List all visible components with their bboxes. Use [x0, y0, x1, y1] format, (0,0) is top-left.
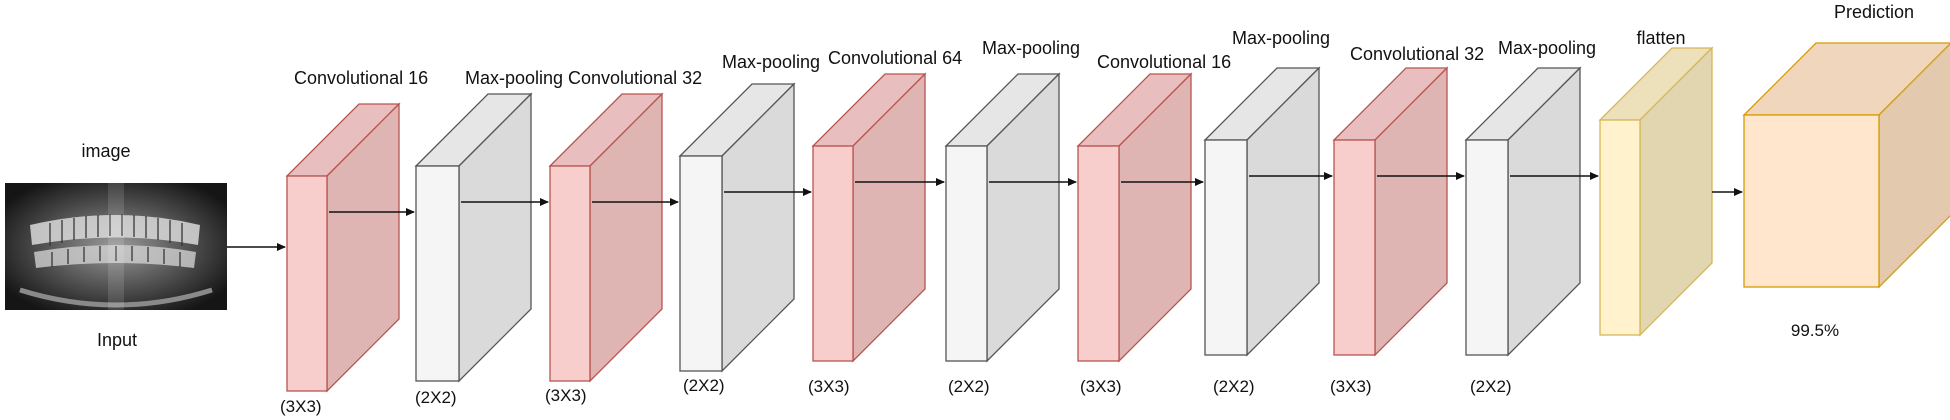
pool-layer-4-kernel: (2X2)	[683, 376, 725, 395]
pool-layer-10-front-face	[1465, 139, 1509, 356]
pool-layer-4	[678, 82, 796, 373]
prediction-output-front-face	[1743, 114, 1880, 288]
pool-layer-4-label: Max-pooling	[722, 52, 820, 72]
conv-layer-3	[548, 92, 664, 383]
conv-layer-3-label: Convolutional 32	[568, 68, 702, 88]
conv-layer-9-kernel: (3X3)	[1330, 377, 1372, 396]
conv-layer-1-front-face	[286, 175, 328, 392]
conv-layer-9	[1332, 66, 1449, 357]
conv-layer-9-front-face	[1333, 139, 1376, 356]
conv-layer-5-label: Convolutional 64	[828, 48, 962, 68]
pool-layer-10	[1464, 66, 1582, 357]
input-caption: Input	[97, 330, 137, 350]
flatten-layer	[1598, 46, 1714, 337]
input-image-title: image	[81, 141, 130, 161]
pool-layer-2-front-face	[415, 165, 460, 382]
conv-layer-1-label: Convolutional 16	[294, 68, 428, 88]
conv-layer-7-kernel: (3X3)	[1080, 377, 1122, 396]
flatten-label: flatten	[1636, 28, 1685, 48]
pool-layer-4-front-face	[679, 155, 723, 372]
conv-layer-1-kernel: (3X3)	[280, 397, 322, 416]
conv-layer-5	[811, 72, 927, 363]
conv-layer-7	[1076, 72, 1193, 363]
pool-layer-8-kernel: (2X2)	[1213, 377, 1255, 396]
connection-arrows	[227, 172, 1743, 251]
conv-layer-3-front-face	[549, 165, 591, 382]
conv-layer-5-kernel: (3X3)	[808, 377, 850, 396]
pool-layer-8-front-face	[1204, 139, 1248, 356]
conv-layer-3-kernel: (3X3)	[545, 386, 587, 405]
layer-stack: Convolutional 16 (3X3) Max-pooling (2X2) Con…	[280, 2, 1950, 416]
pool-layer-6-label: Max-pooling	[982, 38, 1080, 58]
conv-layer-9-label: Convolutional 32	[1350, 44, 1484, 64]
pool-layer-2	[414, 92, 533, 383]
pool-layer-6-kernel: (2X2)	[948, 377, 990, 396]
conv-layer-1	[285, 102, 401, 393]
pool-layer-6	[944, 72, 1061, 363]
prediction-accuracy: 99.5%	[1791, 321, 1839, 340]
pool-layer-8	[1203, 66, 1321, 357]
conv-layer-5-front-face	[812, 145, 854, 362]
conv-layer-7-label: Convolutional 16	[1097, 52, 1231, 72]
pool-layer-2-label: Max-pooling	[465, 68, 563, 88]
pool-layer-10-label: Max-pooling	[1498, 38, 1596, 58]
input-xray-image	[5, 183, 227, 310]
pool-layer-2-kernel: (2X2)	[415, 388, 457, 407]
prediction-output	[1742, 42, 1950, 289]
conv-layer-7-front-face	[1077, 145, 1120, 362]
prediction-label: Prediction	[1834, 2, 1914, 22]
pool-layer-8-label: Max-pooling	[1232, 28, 1330, 48]
pool-layer-10-kernel: (2X2)	[1470, 377, 1512, 396]
flatten-layer-front-face	[1599, 119, 1641, 336]
pool-layer-6-front-face	[945, 145, 988, 362]
